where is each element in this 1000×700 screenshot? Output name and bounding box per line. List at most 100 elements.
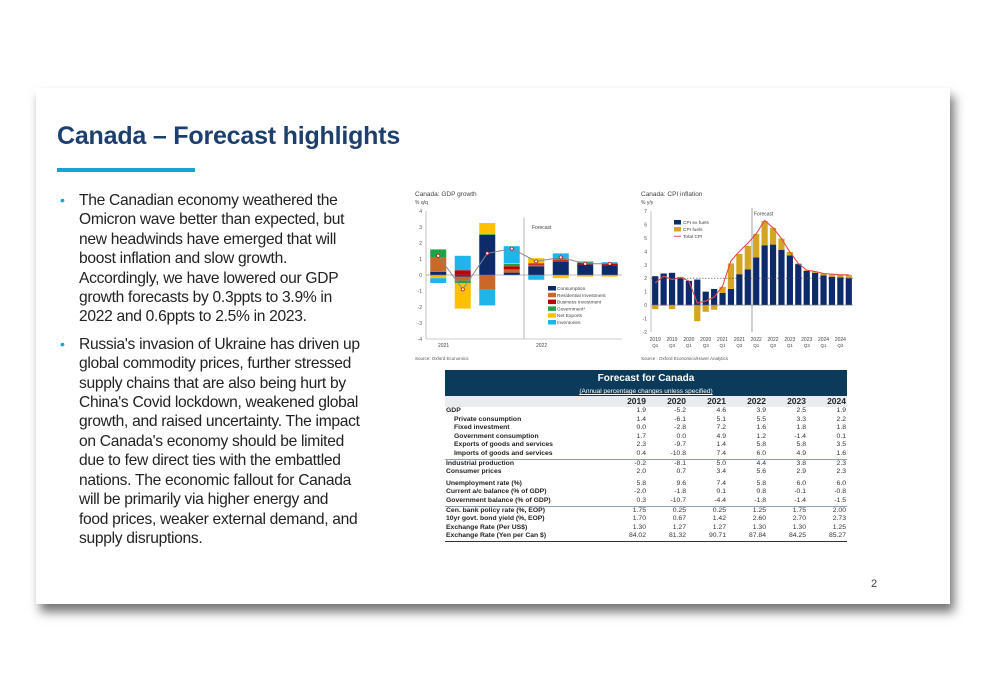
bar-segment [577,275,594,277]
table-cell: 84.25 [767,532,807,542]
bar-segment [601,275,618,277]
bar-segment [577,264,594,275]
table-cell: 0.1 [836,432,846,440]
total-marker [558,255,563,260]
bar-segment [786,255,793,306]
table-cell: 3.5 [836,441,846,449]
x-tick-quarter: Q3 [804,343,811,348]
table-cell: 1.42 [712,515,726,523]
legend-label: Net Exports [557,313,583,319]
y-tick-label: -4 [418,337,423,343]
x-tick-year: 2021 [717,337,728,343]
table-cell: 0.67 [672,515,686,523]
bar-segment [552,261,569,275]
y-tick-label: -1 [418,289,423,295]
bullet-item: • Russia's invasion of Ukraine has driven… [60,335,360,548]
table-cell: 4.9 [796,449,806,457]
table-cell: 2.5 [796,407,806,414]
table-cell: 6.0 [796,479,806,487]
row-label: Exchange Rate (Yen per Can $) [445,532,607,542]
bar-segment [744,269,751,306]
table-row: Government consumption 1.7 0.0 4.9 1.2 -1.4 0.… [445,433,847,442]
table-cell: 85.27 [807,532,847,542]
table-row: Fixed investment 0.0 -2.8 7.2 1.6 1.8 1.8 [445,424,847,433]
table-cell: 5.0 [687,458,727,469]
bar-segment [552,275,569,279]
table-subtitle: (Annual percentage changes unless specif… [579,388,713,395]
total-marker [607,261,612,266]
x-tick-quarter: Q1 [686,343,693,348]
bar-segment [803,270,810,306]
table-cell: 2.00 [807,505,847,516]
legend-label: Consumption [557,286,586,292]
table-cell: -0.8 [834,488,846,496]
table-cell: -0.2 [607,458,647,469]
y-tick-label: -2 [418,305,423,311]
bar-segment [454,255,471,271]
x-tick-year: 2024 [835,337,846,343]
bar-segment [719,286,726,293]
table-cell: 2.9 [796,468,806,476]
table-cell: 1.6 [836,449,846,457]
bar-segment [601,265,618,275]
table-cell: 81.32 [647,532,687,542]
legend-label: CPI fuels [683,227,703,233]
row-label: Government consumption [454,432,539,440]
title-underline [57,168,195,172]
x-tick-year: 2019 [666,337,677,343]
table-cell: 2.2 [836,415,846,423]
legend-swatch [548,292,556,298]
table-cell: -1.4 [794,496,806,504]
table-cell: -2.0 [634,488,646,496]
bar-segment [769,227,777,245]
table-row: Consumer prices 2.0 0.7 3.4 5.6 2.9 2.3 [445,468,847,477]
row-label: 10yr govt. bond yield (%, EOP) [446,515,545,523]
table-cell: 84.02 [607,532,647,542]
x-tick-quarter: Q3 [703,343,710,348]
y-tick-label: 2 [419,241,422,247]
legend-swatch [548,286,556,291]
bar-segment [753,257,760,306]
table-cell: 2.0 [636,468,646,476]
bar-segment [837,274,844,278]
table-cell: 1.30 [752,523,766,531]
bar-segment [503,272,520,275]
total-marker [436,253,441,258]
table-cell: 1.7 [636,432,646,440]
bullet-list: • The Canadian economy weathered the Omic… [60,191,360,556]
table-cell: 6.0 [756,449,766,457]
table-cell: 5.5 [756,415,766,423]
table-cell: 1.8 [796,424,806,432]
x-tick-year: 2022 [767,337,778,343]
row-label: Current a/c balance (% of GDP) [446,488,547,496]
row-label: Government balance (% of GDP) [446,496,551,504]
bar-segment [430,271,447,275]
bar-segment [652,305,659,310]
table-row: Exports of goods and services 2.3 -9.7 1.4 5… [445,441,847,450]
table-cell: -1.8 [674,488,686,496]
bar-segment [685,280,692,306]
bar-segment [552,260,569,262]
y-axis-label: % q/q [415,200,428,206]
total-marker [534,259,539,264]
table-cell: 3.4 [716,468,726,476]
table-cell: 1.27 [672,523,686,531]
y-axis-label: % y/y [641,200,654,206]
y-tick-label: 3 [419,225,422,231]
x-group-label: 2022 [536,343,547,349]
bar-segment [430,249,447,258]
table-cell: -1.8 [754,496,766,504]
bar-segment [685,305,692,306]
x-tick-year: 2023 [784,337,795,343]
forecast-label: Forecast [754,212,774,218]
table-cell: 1.4 [636,415,646,423]
table-cell: 7.2 [716,424,726,432]
chart-source: Source : Oxford Economics/Haver Analytic… [641,356,729,361]
table-cell: 5.1 [716,415,726,423]
table-cell: 2.60 [752,515,766,523]
bar-segment [769,244,777,306]
table-cell: 1.9 [836,407,846,414]
table-corner [445,396,607,407]
table-cell: 1.70 [632,515,646,523]
bar-segment [820,273,827,276]
